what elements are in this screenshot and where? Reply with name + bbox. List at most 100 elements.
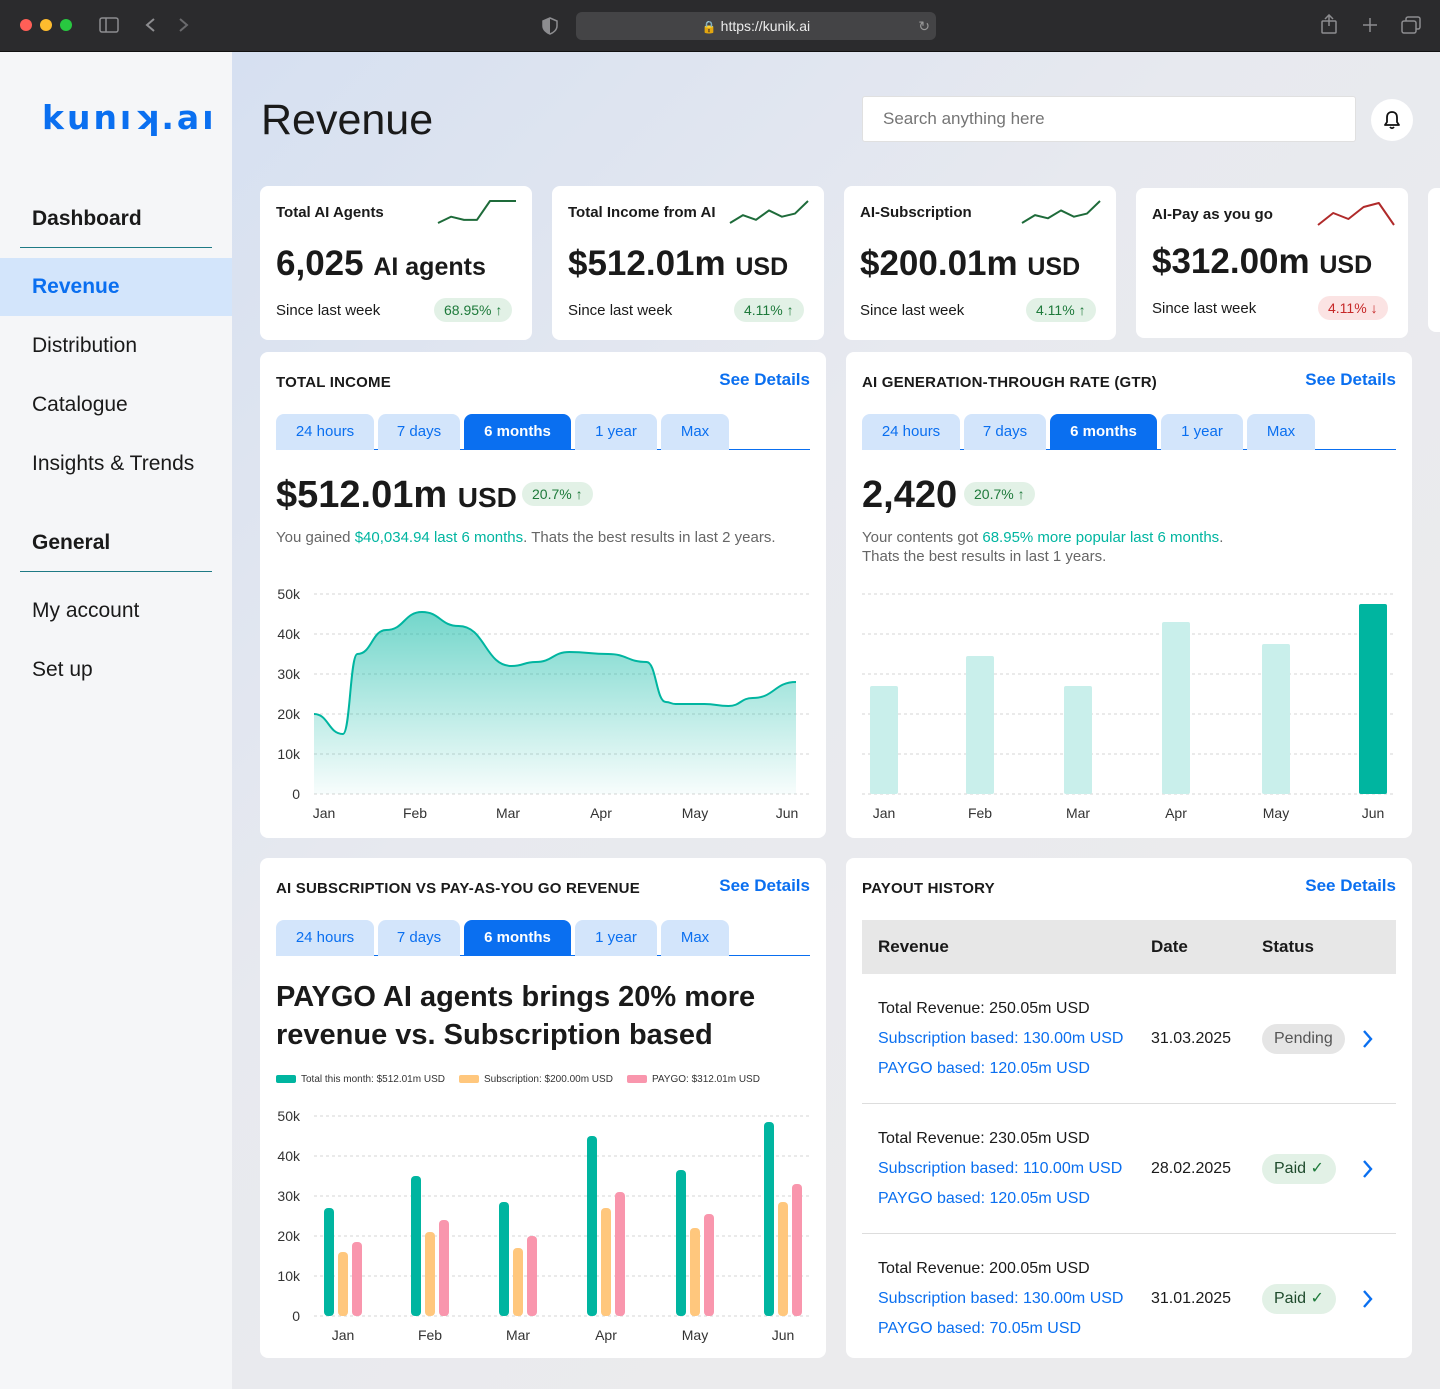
chevron-right-icon[interactable] bbox=[1358, 1286, 1378, 1312]
column-date: Date bbox=[1151, 937, 1188, 956]
see-details-link[interactable]: See Details bbox=[1305, 370, 1396, 389]
minimize-window-button[interactable] bbox=[40, 19, 52, 31]
x-tick-label: Jan bbox=[332, 1327, 355, 1343]
row-paygo[interactable]: PAYGO based: 70.05m USD bbox=[878, 1320, 1082, 1337]
sidebar-item-distribution[interactable]: Distribution bbox=[32, 334, 138, 357]
tab-overview-icon[interactable] bbox=[1401, 16, 1421, 34]
tab-max[interactable]: Max bbox=[1247, 414, 1315, 450]
x-tick-label: Mar bbox=[506, 1327, 530, 1343]
share-icon[interactable] bbox=[1320, 14, 1338, 34]
search-input[interactable] bbox=[862, 96, 1356, 142]
table-row[interactable]: Total Revenue: 230.05m USD Subscription … bbox=[862, 1104, 1396, 1234]
status-badge: Pending bbox=[1262, 1024, 1345, 1054]
sparkline-path bbox=[1317, 202, 1395, 226]
kpi-title: Total AI Agents bbox=[276, 204, 384, 221]
gtr-card: AI GENERATION-THROUGH RATE (GTR) See Det… bbox=[846, 352, 1412, 838]
maximize-window-button[interactable] bbox=[60, 19, 72, 31]
sparkline-path bbox=[729, 200, 809, 224]
close-window-button[interactable] bbox=[20, 19, 32, 31]
kpi-value: $312.00m USD bbox=[1152, 242, 1372, 282]
kpi-change: 4.11% bbox=[744, 302, 783, 318]
chevron-right-icon[interactable] bbox=[1358, 1156, 1378, 1182]
forward-icon[interactable] bbox=[178, 17, 190, 33]
row-subscription[interactable]: Subscription based: 130.00m USD bbox=[878, 1030, 1124, 1047]
notifications-button[interactable] bbox=[1371, 99, 1413, 141]
row-subscription[interactable]: Subscription based: 130.00m USD bbox=[878, 1290, 1124, 1307]
bar bbox=[1162, 622, 1190, 794]
chevron-right-icon[interactable] bbox=[1358, 1026, 1378, 1052]
sparkline bbox=[1021, 200, 1101, 224]
gtr-value: 2,420 bbox=[862, 474, 958, 516]
tab-max[interactable]: Max bbox=[661, 920, 729, 956]
kpi-title: AI-Subscription bbox=[860, 204, 972, 221]
y-tick-label: 0 bbox=[292, 786, 300, 802]
sidebar-item-set-up[interactable]: Set up bbox=[32, 658, 93, 681]
url-bar[interactable]: 🔒 https://kunik.ai ↻ bbox=[576, 12, 936, 40]
row-subscription[interactable]: Subscription based: 110.00m USD bbox=[878, 1160, 1123, 1177]
kpi-card-total-income[interactable]: Total Income from AI $512.01m USD Since … bbox=[552, 186, 824, 340]
kpi-number: $200.01m bbox=[860, 244, 1018, 283]
x-tick-label: May bbox=[1263, 805, 1289, 821]
sidebar-item-revenue[interactable]: Revenue bbox=[0, 258, 232, 316]
see-details-link[interactable]: See Details bbox=[719, 370, 810, 389]
logo[interactable]: kunıʞ.aı bbox=[42, 98, 217, 137]
tab-6-months[interactable]: 6 months bbox=[464, 414, 571, 450]
kpi-number: 6,025 bbox=[276, 244, 364, 283]
row-date: 31.03.2025 bbox=[1151, 1030, 1232, 1047]
tab-1-year[interactable]: 1 year bbox=[575, 414, 657, 450]
bar bbox=[527, 1236, 537, 1316]
tab-1-year[interactable]: 1 year bbox=[575, 920, 657, 956]
tab-24-hours[interactable]: 24 hours bbox=[276, 414, 374, 450]
tab-7-days[interactable]: 7 days bbox=[378, 414, 460, 450]
tab-6-months[interactable]: 6 months bbox=[1050, 414, 1157, 450]
bar bbox=[1359, 604, 1387, 794]
card-title: PAYOUT HISTORY bbox=[862, 880, 995, 897]
row-paygo[interactable]: PAYGO based: 120.05m USD bbox=[878, 1190, 1090, 1207]
new-tab-icon[interactable] bbox=[1362, 17, 1378, 33]
kpi-card-total-agents[interactable]: Total AI Agents 6,025 AI agents Since la… bbox=[260, 186, 532, 340]
back-icon[interactable] bbox=[144, 17, 156, 33]
kpi-change: 4.11% bbox=[1036, 302, 1075, 318]
bar bbox=[324, 1208, 334, 1316]
subscription-vs-paygo-card: AI SUBSCRIPTION VS PAY-AS-YOU GO REVENUE… bbox=[260, 858, 826, 1358]
table-row[interactable]: Total Revenue: 200.05m USD Subscription … bbox=[862, 1234, 1396, 1364]
sidebar-toggle-icon[interactable] bbox=[99, 17, 119, 33]
tab-max[interactable]: Max bbox=[661, 414, 729, 450]
shield-icon[interactable] bbox=[542, 17, 558, 35]
bar bbox=[870, 686, 898, 794]
bar bbox=[764, 1122, 774, 1316]
y-tick-label: 40k bbox=[277, 1148, 301, 1164]
x-tick-label: May bbox=[682, 805, 708, 821]
x-tick-label: Apr bbox=[595, 1327, 617, 1343]
table-row[interactable]: Total Revenue: 250.05m USD Subscription … bbox=[862, 974, 1396, 1104]
total-income-area-chart: 0 10k 20k 30k 40k 50k Jan Feb Mar Apr May Jun bbox=[277, 586, 810, 821]
row-date: 31.01.2025 bbox=[1151, 1290, 1232, 1307]
tab-1-year[interactable]: 1 year bbox=[1161, 414, 1243, 450]
y-tick-label: 30k bbox=[277, 666, 301, 682]
kpi-card-pay-as-you-go[interactable]: AI-Pay as you go $312.00m USD Since last… bbox=[1136, 188, 1408, 338]
bar bbox=[411, 1176, 421, 1316]
sidebar-item-insights-trends[interactable]: Insights & Trends bbox=[32, 452, 195, 475]
kpi-value: 6,025 AI agents bbox=[276, 244, 486, 284]
total-income-card: TOTAL INCOME See Details 24 hours 7 days… bbox=[260, 352, 826, 838]
sidebar-item-my-account[interactable]: My account bbox=[32, 599, 140, 622]
sidebar-item-catalogue[interactable]: Catalogue bbox=[32, 393, 128, 416]
status-badge: Paid ✓ bbox=[1262, 1284, 1336, 1314]
see-details-link[interactable]: See Details bbox=[719, 876, 810, 895]
x-tick-label: May bbox=[682, 1327, 708, 1343]
see-details-link[interactable]: See Details bbox=[1305, 876, 1396, 895]
kpi-change: 4.11% bbox=[1328, 300, 1367, 316]
x-tick-label: Mar bbox=[1066, 805, 1090, 821]
bar bbox=[587, 1136, 597, 1316]
tab-24-hours[interactable]: 24 hours bbox=[276, 920, 374, 956]
tab-6-months[interactable]: 6 months bbox=[464, 920, 571, 956]
tab-7-days[interactable]: 7 days bbox=[378, 920, 460, 956]
tab-7-days[interactable]: 7 days bbox=[964, 414, 1046, 450]
kpi-change-badge: 68.95% ↑ bbox=[434, 298, 513, 322]
bar bbox=[601, 1208, 611, 1316]
bar bbox=[1064, 686, 1092, 794]
tab-24-hours[interactable]: 24 hours bbox=[862, 414, 960, 450]
kpi-card-ai-subscription[interactable]: AI-Subscription $200.01m USD Since last … bbox=[844, 186, 1116, 340]
reload-icon[interactable]: ↻ bbox=[918, 18, 930, 34]
row-paygo[interactable]: PAYGO based: 120.05m USD bbox=[878, 1060, 1090, 1077]
